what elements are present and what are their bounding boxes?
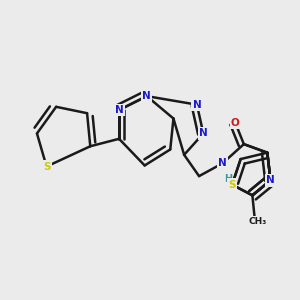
Text: N: N bbox=[199, 128, 208, 139]
Text: N: N bbox=[115, 105, 123, 115]
Text: O: O bbox=[231, 118, 240, 128]
Text: S: S bbox=[228, 180, 236, 190]
Text: N: N bbox=[218, 158, 227, 168]
Text: N: N bbox=[142, 91, 151, 101]
Text: N: N bbox=[193, 100, 201, 110]
Text: H: H bbox=[224, 174, 232, 184]
Text: N: N bbox=[266, 176, 275, 185]
Text: S: S bbox=[43, 161, 50, 172]
Text: CH₃: CH₃ bbox=[249, 218, 267, 226]
